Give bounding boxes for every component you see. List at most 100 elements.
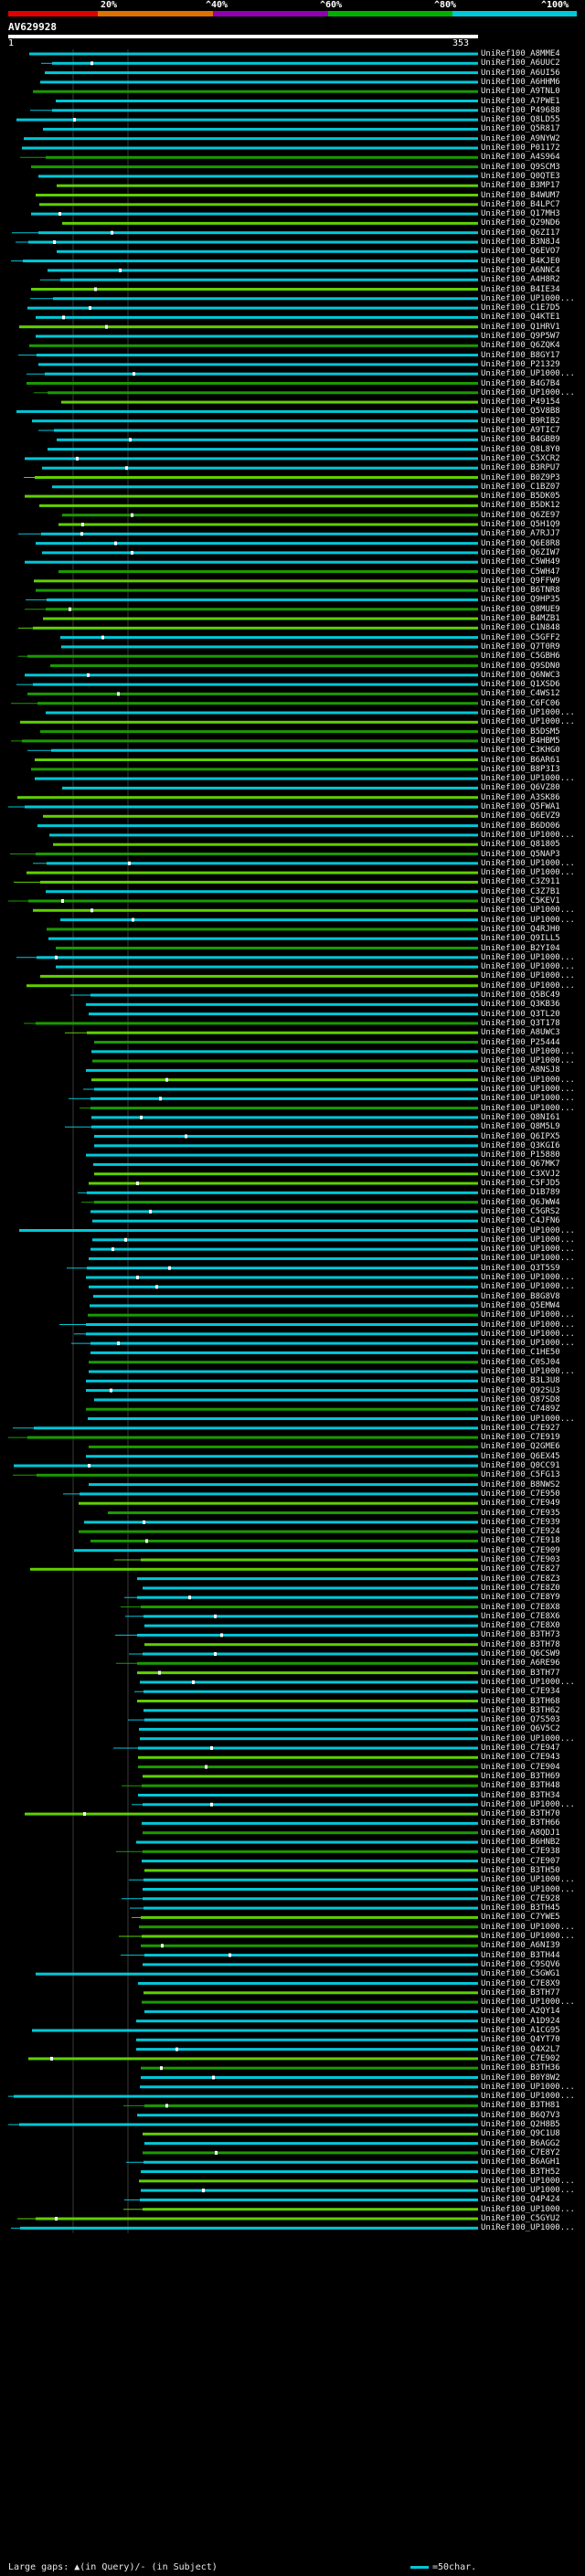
- hit-label[interactable]: UniRef100_C5GRS2: [481, 1206, 560, 1216]
- hit-label[interactable]: UniRef100_B3TH50: [481, 1865, 560, 1875]
- hit-label[interactable]: UniRef100_C7E943: [481, 1753, 560, 1763]
- hit-bar[interactable]: [137, 1595, 478, 1599]
- hit-bar[interactable]: [144, 2160, 478, 2164]
- hit-label[interactable]: UniRef100_UP1000...: [481, 1414, 575, 1424]
- hit-bar[interactable]: [138, 1755, 478, 1759]
- hit-label[interactable]: UniRef100_B5DK12: [481, 501, 560, 511]
- hit-label[interactable]: UniRef100_A8NSJ8: [481, 1065, 560, 1076]
- hit-label[interactable]: UniRef100_Q6EVO7: [481, 247, 560, 257]
- hit-bar[interactable]: [36, 588, 478, 592]
- hit-bar[interactable]: [142, 1860, 478, 1863]
- hit-label[interactable]: UniRef100_Q4X2L7: [481, 2044, 560, 2054]
- hit-label[interactable]: UniRef100_B3TH78: [481, 1639, 560, 1649]
- hit-bar[interactable]: [56, 947, 478, 949]
- hit-label[interactable]: UniRef100_Q6ZI17: [481, 228, 560, 238]
- hit-bar[interactable]: [36, 853, 478, 855]
- hit-label[interactable]: UniRef100_Q6NWC3: [481, 670, 560, 680]
- hit-bar[interactable]: [62, 221, 478, 225]
- hit-label[interactable]: UniRef100_C7E8X6: [481, 1611, 560, 1621]
- hit-bar[interactable]: [144, 1709, 478, 1712]
- hit-label[interactable]: UniRef100_UP1000...: [481, 1733, 575, 1744]
- hit-bar[interactable]: [31, 288, 478, 291]
- hit-bar[interactable]: [86, 1389, 478, 1393]
- hit-bar[interactable]: [50, 664, 478, 667]
- hit-bar[interactable]: [94, 1144, 478, 1148]
- hit-bar[interactable]: [79, 1530, 478, 1533]
- hit-bar[interactable]: [58, 570, 478, 573]
- hit-label[interactable]: UniRef100_B3TH48: [481, 1781, 560, 1791]
- hit-bar[interactable]: [56, 100, 478, 102]
- hit-label[interactable]: UniRef100_B4LPC7: [481, 199, 560, 209]
- hit-bar[interactable]: [86, 1407, 478, 1411]
- hit-bar[interactable]: [143, 2132, 478, 2136]
- hit-label[interactable]: UniRef100_B6DO06: [481, 821, 560, 831]
- hit-label[interactable]: UniRef100_UP1000...: [481, 293, 575, 303]
- hit-bar[interactable]: [144, 1643, 478, 1647]
- hit-bar[interactable]: [137, 1700, 478, 1702]
- hit-label[interactable]: UniRef100_B5DSM5: [481, 726, 560, 737]
- hit-bar[interactable]: [86, 1455, 478, 1458]
- hit-bar[interactable]: [144, 2142, 478, 2146]
- hit-bar[interactable]: [25, 560, 478, 564]
- hit-label[interactable]: UniRef100_C7E8X0: [481, 1621, 560, 1631]
- hit-bar[interactable]: [88, 1313, 478, 1317]
- hit-label[interactable]: UniRef100_Q8L8Y0: [481, 444, 560, 454]
- hit-bar[interactable]: [87, 1267, 478, 1270]
- hit-bar[interactable]: [74, 1549, 478, 1553]
- hit-bar[interactable]: [84, 1521, 478, 1524]
- hit-bar[interactable]: [27, 382, 478, 385]
- hit-bar[interactable]: [144, 1991, 478, 1995]
- hit-bar[interactable]: [40, 80, 478, 84]
- hit-label[interactable]: UniRef100_C7E927: [481, 1423, 560, 1433]
- hit-bar[interactable]: [38, 363, 478, 366]
- hit-label[interactable]: UniRef100_A9NYW2: [481, 133, 560, 143]
- hit-bar[interactable]: [86, 1379, 478, 1383]
- hit-bar[interactable]: [136, 2019, 478, 2023]
- hit-label[interactable]: UniRef100_Q9ILL5: [481, 934, 560, 944]
- hit-bar[interactable]: [140, 1737, 478, 1741]
- hit-label[interactable]: UniRef100_Q81805: [481, 840, 560, 850]
- hit-bar[interactable]: [35, 476, 478, 479]
- hit-label[interactable]: UniRef100_A2QY14: [481, 2007, 560, 2017]
- hit-label[interactable]: UniRef100_P01172: [481, 143, 560, 153]
- hit-label[interactable]: UniRef100_UP1000...: [481, 971, 575, 981]
- hit-label[interactable]: UniRef100_Q7T0R9: [481, 641, 560, 652]
- hit-label[interactable]: UniRef100_Q6E8R8: [481, 538, 560, 548]
- hit-label[interactable]: UniRef100_UP1000...: [481, 1677, 575, 1687]
- hit-label[interactable]: UniRef100_UP1000...: [481, 1329, 575, 1339]
- hit-label[interactable]: UniRef100_C7E8Y9: [481, 1593, 560, 1603]
- hit-bar[interactable]: [46, 155, 478, 159]
- hit-label[interactable]: UniRef100_Q3KGI6: [481, 1140, 560, 1150]
- hit-label[interactable]: UniRef100_Q5EMW4: [481, 1300, 560, 1310]
- hit-label[interactable]: UniRef100_B3TH45: [481, 1903, 560, 1913]
- hit-bar[interactable]: [51, 748, 478, 752]
- hit-bar[interactable]: [25, 494, 478, 498]
- hit-bar[interactable]: [58, 523, 478, 526]
- hit-bar[interactable]: [90, 1341, 478, 1345]
- hit-label[interactable]: UniRef100_D1B789: [481, 1188, 560, 1198]
- hit-bar[interactable]: [94, 1201, 478, 1204]
- hit-bar[interactable]: [137, 1671, 478, 1675]
- hit-label[interactable]: UniRef100_C1BZ07: [481, 482, 560, 492]
- hit-label[interactable]: UniRef100_Q8MUE9: [481, 604, 560, 614]
- hit-bar[interactable]: [86, 1153, 478, 1157]
- hit-bar[interactable]: [141, 2076, 478, 2079]
- hit-bar[interactable]: [91, 1116, 478, 1119]
- hit-bar[interactable]: [62, 786, 478, 790]
- hit-bar[interactable]: [29, 52, 478, 56]
- hit-label[interactable]: UniRef100_B4WUM7: [481, 190, 560, 200]
- hit-label[interactable]: UniRef100_UP1000...: [481, 868, 575, 878]
- hit-label[interactable]: UniRef100_UP1000...: [481, 962, 575, 972]
- hit-bar[interactable]: [61, 400, 478, 404]
- hit-label[interactable]: UniRef100_B3TH70: [481, 1809, 560, 1819]
- hit-label[interactable]: UniRef100_B9RIB2: [481, 416, 560, 426]
- hit-bar[interactable]: [89, 1361, 478, 1364]
- hit-label[interactable]: UniRef100_A9TIC7: [481, 426, 560, 435]
- hit-bar[interactable]: [53, 297, 478, 301]
- hit-bar[interactable]: [136, 2048, 478, 2051]
- hit-label[interactable]: UniRef100_UP1000...: [481, 1922, 575, 1932]
- hit-bar[interactable]: [14, 1464, 478, 1468]
- hit-label[interactable]: UniRef100_B3MP17: [481, 181, 560, 191]
- hit-label[interactable]: UniRef100_B3TH36: [481, 2063, 560, 2073]
- hit-bar[interactable]: [91, 1078, 478, 1082]
